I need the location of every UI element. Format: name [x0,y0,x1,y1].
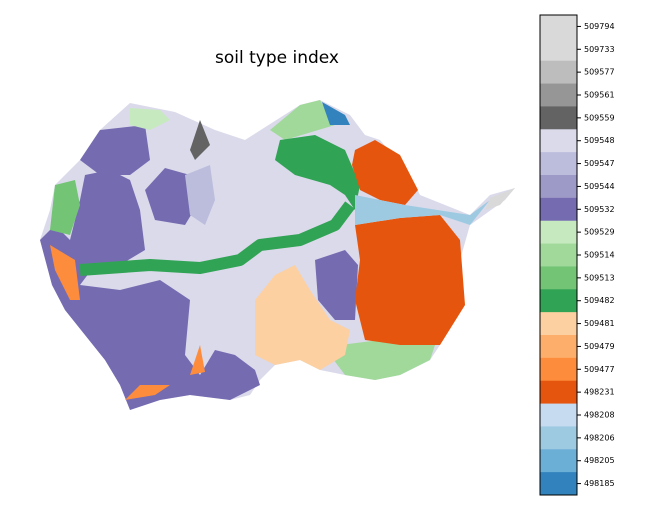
colorbar-swatch [540,175,577,199]
lavender-region [185,165,215,225]
colorbar-swatch [540,449,577,473]
orange-bits [125,385,170,400]
purple-region [40,170,260,410]
colorbar-swatch [540,152,577,176]
colorbar-label: 509477 [584,365,615,374]
orange-region [352,140,418,205]
colorbar-label: 509561 [584,91,615,100]
colorbar-swatch [540,403,577,427]
colorbar-swatch [540,312,577,336]
light-green-region [270,100,335,140]
colorbar: 509794 509733 509577 509561 509559 509548 5095… [540,15,615,496]
orange-bits [50,245,80,300]
colorbar-swatch [540,357,577,382]
colorbar-swatch [540,380,577,405]
purple-region [80,125,150,175]
light-green-region [50,180,80,235]
colorbar-swatch [540,129,577,153]
orange-region [355,215,465,345]
colorbar-swatch [540,426,577,450]
colorbar-label: 509532 [584,205,615,214]
colorbar-label: 509481 [584,319,615,328]
colorbar-label: 509559 [584,113,615,122]
blue-region [322,102,350,125]
colorbar-label: 498185 [584,479,615,488]
colorbar-label: 509577 [584,68,615,77]
colorbar-label: 509529 [584,228,615,237]
colorbar-label: 509544 [584,182,615,191]
colorbar-swatch [540,106,577,130]
light-blue-region [355,195,490,225]
pale-green-region [130,108,170,130]
colorbar-label: 509514 [584,251,615,260]
colorbar-swatch [540,83,577,107]
colorbar-swatch [540,15,577,39]
colorbar-label: 509733 [584,45,615,54]
colorbar-label: 509548 [584,136,615,145]
dark-grey-region [190,120,210,160]
colorbar-swatch [540,37,577,62]
grey-region [485,188,515,210]
colorbar-swatch [540,243,577,267]
purple-region [315,250,358,320]
colorbar-frame [539,14,578,496]
colorbar-swatch [540,197,577,222]
colorbar-label: 509547 [584,159,615,168]
orange-bits [190,345,205,375]
peach-region [255,265,350,370]
colorbar-swatch [540,472,577,496]
colorbar-swatch [540,60,577,85]
colorbar-label: 498231 [584,388,615,397]
colorbar-label: 498208 [584,411,615,420]
colorbar-label: 509479 [584,342,615,351]
river-band [79,201,355,276]
colorbar-label: 498206 [584,433,615,442]
green-region [275,135,360,210]
mesh-map [40,100,515,410]
colorbar-swatch [540,335,577,359]
light-green-region [330,340,435,380]
colorbar-label: 509513 [584,273,615,282]
colorbar-swatch [540,220,577,245]
colorbar-label: 498205 [584,456,615,465]
colorbar-label: 509482 [584,296,615,305]
title: soil type index [215,48,339,68]
colorbar-label: 509794 [584,22,615,31]
colorbar-swatch [540,289,577,313]
colorbar-swatch [540,266,577,290]
